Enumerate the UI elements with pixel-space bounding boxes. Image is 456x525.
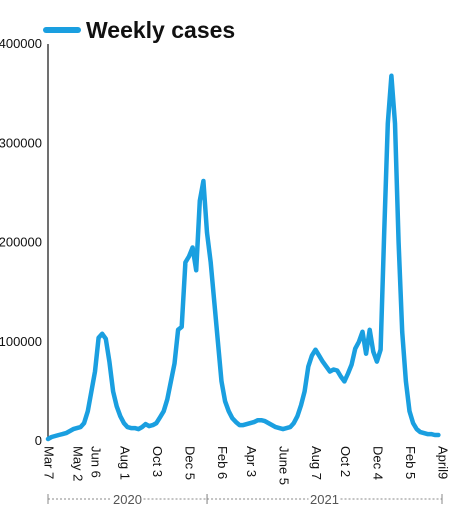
y-tick-label: 200000 [0, 235, 42, 250]
x-tick-label: May 2 [70, 446, 85, 481]
y-tick-label: 300000 [0, 135, 42, 150]
series-line [45, 73, 441, 442]
x-tick-label: Aug 7 [309, 446, 324, 480]
legend-label: Weekly cases [86, 17, 235, 43]
x-tick-label: Aug 1 [117, 446, 132, 480]
year-label: 2020 [113, 492, 142, 507]
x-tick-label: Dec 4 [370, 446, 385, 480]
x-tick-label: April9 [436, 446, 451, 479]
x-tick-label: Apr 3 [244, 446, 259, 477]
year-label: 2021 [310, 492, 339, 507]
tick-layer: 0 100000 200000 300000 400000 Mar 7 May 2 Jun 6… [0, 36, 451, 507]
y-tick-label: 400000 [0, 36, 42, 51]
x-tick-label: Feb 6 [215, 446, 230, 479]
y-tick-label: 0 [35, 433, 42, 448]
x-tick-label: Jun 6 [89, 446, 104, 478]
x-tick-label: Oct 2 [338, 446, 353, 477]
x-tick-label: Mar 7 [42, 446, 57, 479]
x-tick-label: June 5 [277, 446, 292, 485]
x-tick-label: Feb 5 [403, 446, 418, 479]
series-layer [45, 73, 441, 442]
x-tick-label: Dec 5 [183, 446, 198, 480]
y-tick-label: 100000 [0, 334, 42, 349]
x-tick-label: Oct 3 [150, 446, 165, 477]
